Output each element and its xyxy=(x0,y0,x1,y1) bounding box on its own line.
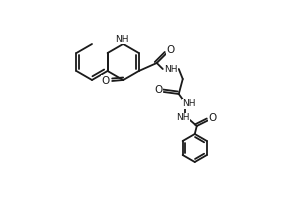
Text: O: O xyxy=(167,45,175,55)
Text: NH: NH xyxy=(182,99,196,108)
Text: O: O xyxy=(208,113,217,123)
Text: NH: NH xyxy=(176,114,190,122)
Text: NH: NH xyxy=(116,34,129,44)
Text: NH: NH xyxy=(164,64,178,73)
Text: O: O xyxy=(154,85,163,95)
Text: O: O xyxy=(101,76,109,86)
